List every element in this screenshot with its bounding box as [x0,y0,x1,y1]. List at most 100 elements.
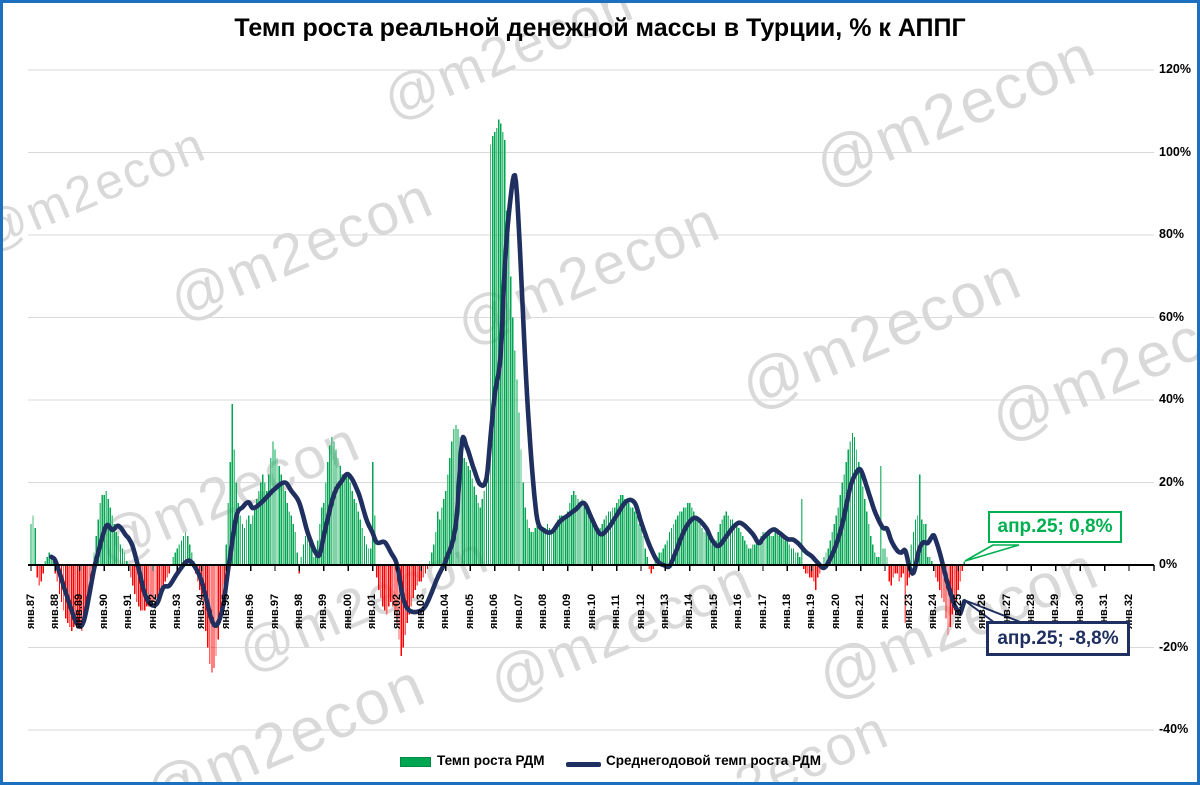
bar-month [52,560,55,566]
bar-month [603,519,606,566]
bar-month [438,519,441,566]
bar-month [396,565,398,623]
bar-month [786,540,789,565]
bar-month [575,494,577,566]
bar-month [107,499,109,565]
bar-month [416,565,419,586]
bar-month [957,565,959,590]
bar-month [748,548,750,565]
bar-month [87,565,89,603]
bar-month [125,560,128,566]
bar-month [713,544,715,566]
bar-month [262,474,264,565]
bar-month [699,523,701,565]
bar-month [38,565,40,586]
bar-month [746,544,748,566]
x-axis-label: янв.22 [878,593,891,629]
bar-month [662,548,665,565]
bar-month [768,532,770,565]
bar-month [123,552,126,566]
bar-month [489,144,492,565]
bar-month [483,490,486,565]
callout-last-line-value: апр.25; -8,8% [986,621,1130,656]
bar-month [526,519,528,566]
bar-month [717,532,719,565]
x-axis-label: янв.24 [927,593,940,629]
bar-month [863,499,866,565]
bar-month [621,494,624,566]
x-axis-label: янв.08 [536,593,549,629]
bar-month [337,457,339,565]
bar-month [229,461,231,566]
bar-month [68,565,71,627]
bar-month [402,565,404,648]
bar-month [241,523,244,565]
bar-month [131,565,134,586]
bar-month [345,474,347,565]
bar-month [705,532,707,565]
bar-month [109,507,111,565]
bar-month [703,532,705,565]
bar-month [355,503,358,566]
bar-month [567,511,569,566]
bar-month [691,507,693,565]
bar-month [349,482,351,565]
bar-month [152,565,154,603]
bar-month [410,565,412,607]
bar-month [861,486,864,566]
bar-month [428,560,431,566]
bar-month [217,565,219,640]
bar-month [150,565,152,603]
bar-month [900,565,902,578]
bar-month [613,507,616,565]
bar-month [534,527,536,566]
bar-month [892,565,894,578]
bar-month [512,317,514,565]
x-axis-label: янв.00 [341,593,354,629]
bar-month [750,548,752,565]
bar-month [735,523,738,565]
bar-month [558,515,561,565]
bar-month [481,499,484,565]
bar-month [219,565,221,623]
bar-month [245,519,248,566]
bar-month [30,523,32,565]
bar-month [290,515,292,565]
bar-month [239,515,242,565]
bar-month [434,532,437,565]
bar-month [827,548,829,565]
bar-month [339,466,341,565]
bar-month [487,441,490,565]
bar-month [731,519,734,566]
bar-month [898,565,900,582]
bar-month [414,565,416,590]
bar-month [274,449,276,565]
x-axis-label: янв.18 [780,593,793,629]
bar-month [310,548,313,565]
y-axis-label: 40% [1159,392,1185,406]
bar-month [611,507,614,565]
bar-month [560,515,563,565]
bar-month [477,503,480,566]
bar-month [308,536,311,566]
bar-month [113,523,116,565]
bar-month [182,536,185,566]
bar-month [359,519,362,566]
bar-month [752,544,754,566]
y-axis-label: 100% [1159,144,1191,159]
bar-month [292,523,294,565]
x-axis-label: янв.06 [488,593,501,629]
bar-month [256,499,258,565]
bar-month [357,511,360,566]
bar-month [689,503,691,566]
bar-month [479,507,482,565]
bar-month [947,565,949,636]
bar-month [780,536,782,566]
bar-month [546,523,549,565]
bar-month [865,511,868,566]
legend-bar-label: Темп роста РДМ [437,753,545,768]
bar-month [215,565,217,656]
bar-month [766,532,768,565]
bar-month [709,540,711,565]
bar-month [741,536,744,566]
